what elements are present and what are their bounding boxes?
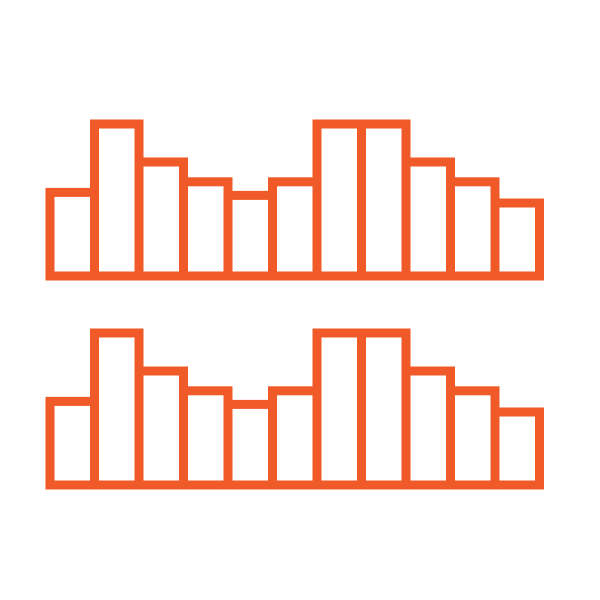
bottom-row-bar-9 (401, 366, 455, 490)
bottom-row-bar-6 (268, 386, 322, 490)
bottom-row-bar-2 (90, 328, 144, 490)
top-row-bar-11 (490, 198, 544, 281)
top-row-bar-9 (401, 157, 455, 281)
bottom-row-bar-3 (134, 366, 188, 490)
top-row-bar-4 (179, 177, 233, 281)
top-row-bar-1 (45, 187, 99, 281)
bottom-row-bar-1 (45, 396, 99, 490)
bottom-row-bar-7 (312, 328, 366, 490)
top-bar-row (45, 119, 544, 281)
top-row-bar-7 (312, 119, 366, 281)
top-row-bar-5 (223, 190, 277, 281)
top-row-bar-8 (357, 119, 411, 281)
top-row-bar-10 (446, 177, 500, 281)
top-row-bar-6 (268, 177, 322, 281)
bottom-row-bar-5 (223, 399, 277, 490)
bottom-row-bar-11 (490, 407, 544, 490)
top-row-bar-2 (90, 119, 144, 281)
bottom-row-bar-10 (446, 386, 500, 490)
bottom-row-bar-8 (357, 328, 411, 490)
bottom-bar-row (45, 328, 544, 490)
bottom-row-bar-4 (179, 386, 233, 490)
top-row-bar-3 (134, 157, 188, 281)
